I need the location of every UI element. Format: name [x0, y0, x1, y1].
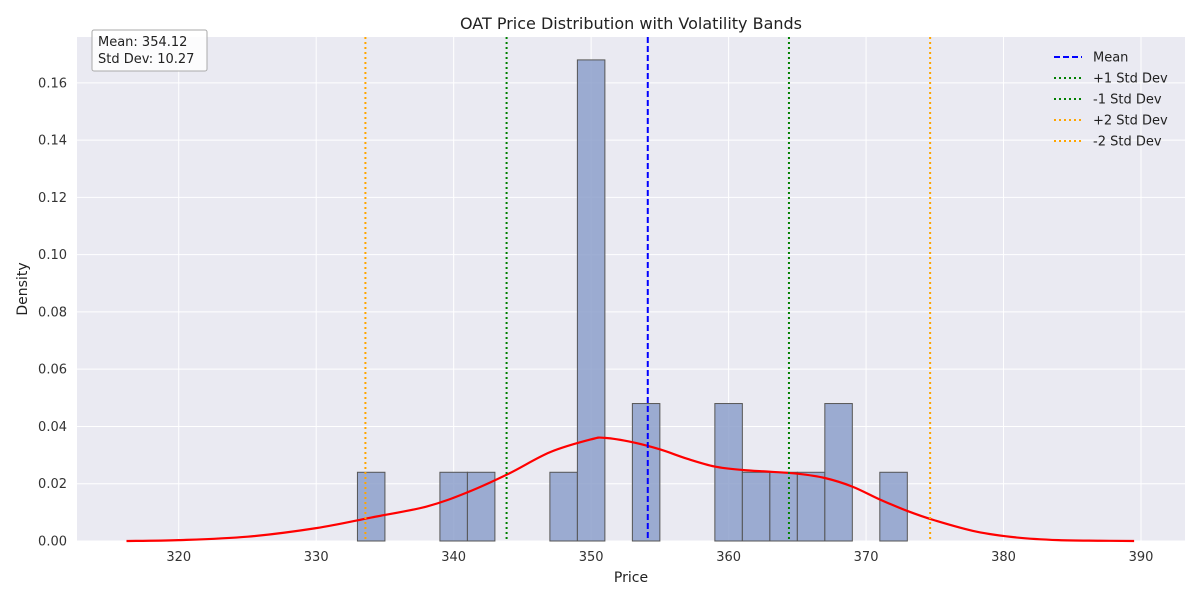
y-tick-label: 0.12 — [38, 191, 67, 206]
legend-label: +1 Std Dev — [1093, 72, 1168, 87]
y-tick-label: 0.10 — [38, 248, 67, 263]
legend-label: +2 Std Dev — [1093, 114, 1168, 129]
histogram-bar — [356, 471, 386, 542]
x-tick-label: 370 — [854, 550, 879, 565]
y-tick-label: 0.02 — [38, 477, 67, 492]
x-tick-label: 360 — [716, 550, 741, 565]
grid-layer — [77, 37, 1185, 542]
histogram-bar — [466, 471, 496, 542]
y-tick-label: 0.08 — [38, 305, 67, 320]
legend-label: Mean — [1093, 51, 1128, 66]
stats-box: Mean: 354.12 Std Dev: 10.27 — [91, 29, 208, 72]
legend-label: -2 Std Dev — [1093, 135, 1162, 150]
plot-area — [77, 37, 1185, 541]
histogram-bar — [824, 403, 853, 542]
ticks-layer: 320 330 340 350 360 370 380 390 0.00 0.02 0.04 0.06… — [38, 76, 1153, 565]
stats-mean: Mean: 354.12 — [98, 35, 187, 50]
x-tick-label: 380 — [991, 550, 1016, 565]
chart-title: OAT Price Distribution with Volatility B… — [460, 14, 802, 33]
x-tick-label: 390 — [1129, 550, 1154, 565]
vline-layer — [364, 37, 932, 541]
stats-std: Std Dev: 10.27 — [98, 52, 194, 67]
legend-label: -1 Std Dev — [1093, 93, 1162, 108]
y-tick-label: 0.00 — [38, 535, 67, 550]
bars-layer — [356, 59, 908, 542]
y-tick-label: 0.06 — [38, 363, 67, 378]
histogram-bar — [714, 403, 743, 542]
histogram-bar — [439, 471, 468, 542]
x-tick-label: 340 — [441, 550, 466, 565]
x-tick-label: 330 — [304, 550, 329, 565]
histogram-bar — [741, 471, 771, 542]
y-tick-label: 0.04 — [38, 420, 67, 435]
x-tick-label: 320 — [166, 550, 191, 565]
x-axis-label: Price — [614, 570, 648, 586]
y-tick-label: 0.16 — [38, 76, 67, 91]
x-tick-label: 350 — [579, 550, 604, 565]
histogram-bar — [879, 471, 908, 542]
y-axis-label: Density — [15, 262, 31, 315]
histogram-bar — [631, 403, 661, 542]
histogram-bar — [576, 59, 606, 542]
histogram-bar — [769, 471, 798, 542]
legend: Mean +1 Std Dev -1 Std Dev +2 Std Dev -2 Std… — [1054, 51, 1168, 150]
kde-curve — [126, 436, 1135, 543]
histogram-bar — [549, 471, 578, 542]
kde-layer — [126, 436, 1135, 543]
y-tick-label: 0.14 — [38, 134, 67, 149]
histogram-bar — [796, 471, 826, 542]
